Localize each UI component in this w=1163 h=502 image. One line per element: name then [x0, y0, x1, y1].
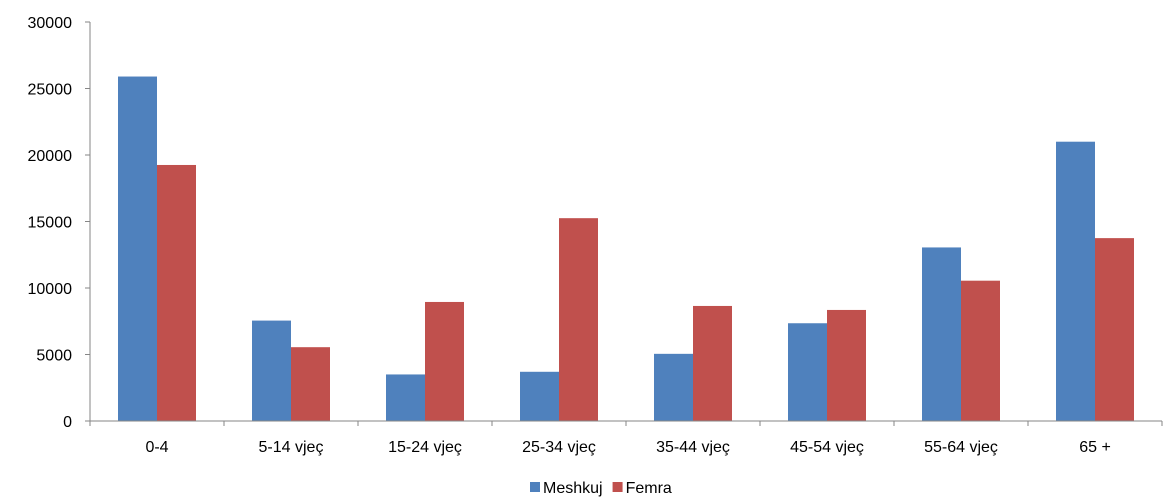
bar-meshkuj-4	[654, 353, 693, 421]
legend-swatch-meshkuj	[530, 482, 540, 492]
x-tick-label: 15-24 vjeç	[388, 439, 462, 456]
bar-femra-3	[559, 218, 598, 421]
x-tick-label: 65 +	[1079, 439, 1111, 456]
y-tick-label: 30000	[28, 15, 73, 32]
y-axis-ticks: 0 5000 10000 15000 20000 25000 30000	[28, 15, 90, 431]
y-tick-label: 25000	[28, 82, 73, 99]
legend-label-femra: Femra	[626, 480, 672, 497]
x-tick-label: 0-4	[145, 439, 168, 456]
y-tick-label: 5000	[36, 348, 72, 365]
legend-swatch-femra	[612, 482, 623, 492]
legend: Meshkuj Femra	[530, 480, 672, 497]
y-tick-label: 20000	[28, 148, 73, 165]
bars-layer	[118, 76, 1134, 421]
axes-layer	[89, 22, 1162, 422]
x-tick-label: 25-34 vjeç	[522, 439, 596, 456]
bar-meshkuj-7	[1056, 141, 1095, 421]
bar-femra-2	[425, 301, 464, 421]
x-tick-label: 45-54 vjeç	[790, 439, 864, 456]
x-axis-ticks: 0-4 5-14 vjeç 15-24 vjeç 25-34 vjeç 35-44 vj…	[89, 421, 1163, 456]
x-tick-label: 55-64 vjeç	[924, 439, 998, 456]
y-tick-label: 10000	[28, 281, 73, 298]
bar-femra-5	[827, 309, 866, 421]
bar-meshkuj-3	[520, 371, 559, 421]
x-tick-label: 35-44 vjeç	[656, 439, 730, 456]
bar-meshkuj-2	[386, 374, 425, 421]
bar-meshkuj-0	[118, 76, 157, 421]
bar-meshkuj-5	[788, 323, 827, 421]
y-tick-label: 0	[63, 414, 72, 431]
y-tick-label: 15000	[28, 215, 73, 232]
bar-meshkuj-1	[252, 320, 291, 421]
bar-femra-7	[1095, 238, 1134, 421]
bar-femra-0	[157, 164, 196, 421]
bar-meshkuj-6	[922, 247, 961, 421]
bar-femra-6	[961, 280, 1000, 421]
bar-femra-4	[693, 305, 732, 421]
x-tick-label: 5-14 vjeç	[259, 439, 324, 456]
legend-label-meshkuj: Meshkuj	[543, 480, 603, 497]
bar-femra-1	[291, 347, 330, 421]
